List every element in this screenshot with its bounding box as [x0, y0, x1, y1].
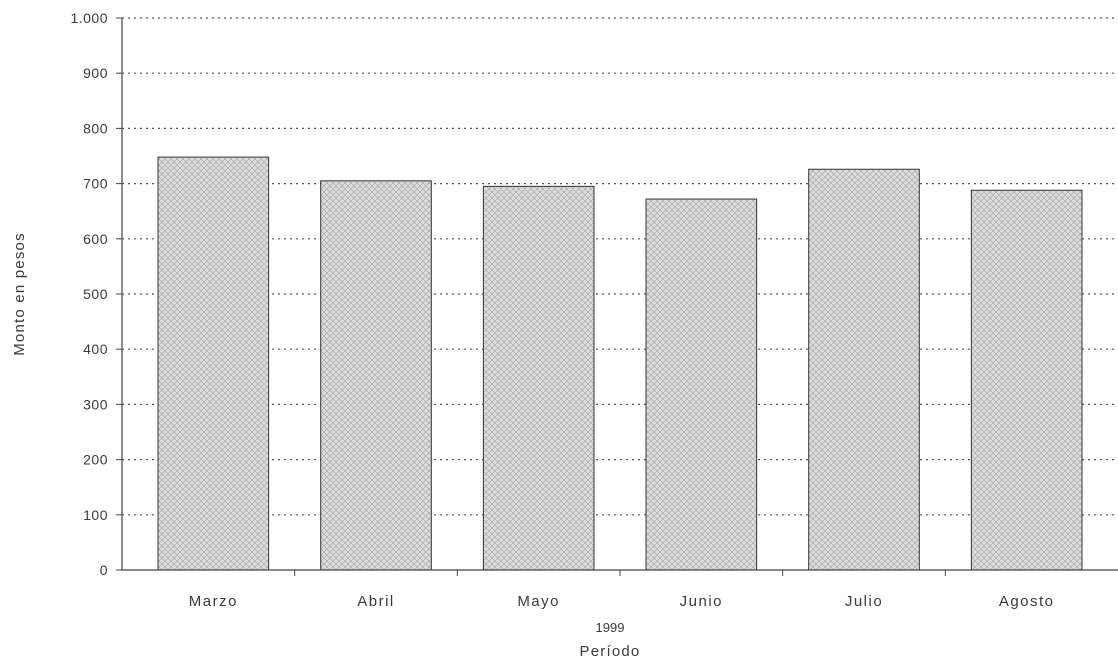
bar-abril: [320, 180, 432, 571]
y-tick-label: 900: [83, 65, 108, 81]
axes: 0 100 200 300 400 500 600 700 800 900 1.000 Marzo Ab…: [70, 10, 1118, 610]
y-tick-label: 400: [83, 341, 108, 357]
y-tick-label: 300: [83, 396, 108, 412]
bar-junio: [645, 198, 758, 571]
x-tick-label: Marzo: [189, 593, 238, 610]
y-tick-label: 100: [83, 507, 108, 523]
x-axis-sublabel: 1999: [596, 620, 625, 635]
x-tick-label: Mayo: [517, 593, 560, 610]
y-tick-label: 700: [83, 176, 108, 192]
y-tick-label: 500: [83, 286, 108, 302]
x-tick-label: Junio: [680, 593, 723, 610]
x-tick-label: Agosto: [999, 593, 1055, 610]
x-tick-label: Julio: [845, 593, 883, 610]
y-tick-label: 200: [83, 452, 108, 468]
y-tick-label: 0: [100, 562, 108, 578]
bar-mayo: [482, 185, 595, 571]
bar-agosto: [970, 189, 1083, 571]
x-tick-label: Abril: [357, 593, 395, 610]
y-tick-label: 800: [83, 120, 108, 136]
bar-julio: [808, 168, 920, 571]
y-tick-label: 1.000: [70, 10, 108, 26]
bar-marzo: [157, 156, 270, 571]
y-tick-label: 600: [83, 231, 108, 247]
grid-lines: [122, 17, 1118, 516]
y-axis-label: Monto en pesos: [11, 232, 28, 356]
bars: [157, 156, 1083, 571]
labels: Monto en pesos 1999 Período: [11, 232, 641, 660]
x-axis-label: Período: [580, 643, 641, 660]
